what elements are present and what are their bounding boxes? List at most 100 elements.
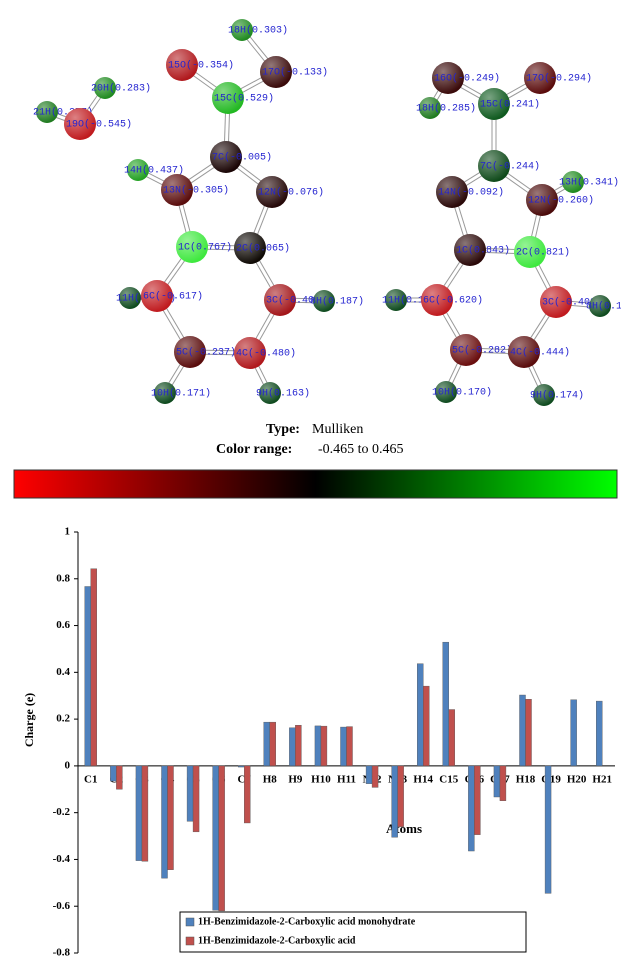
- bar: [347, 727, 353, 766]
- atom-label: 4C(-0.444): [510, 347, 570, 359]
- legend-swatch: [186, 937, 194, 945]
- y-tick-label: 0.8: [56, 572, 70, 584]
- x-tick-label: H21: [592, 773, 612, 785]
- bar: [219, 766, 225, 911]
- y-tick-label: -0.6: [53, 900, 71, 912]
- bar: [162, 766, 168, 878]
- bar: [142, 766, 148, 861]
- atom-label: 5C(-0.237): [176, 347, 236, 359]
- atom-label: 10H(0.170): [432, 387, 492, 399]
- bar: [417, 664, 423, 766]
- color-bar: [14, 470, 617, 498]
- bar: [238, 766, 244, 767]
- x-tick-label: H10: [311, 773, 331, 785]
- atom-label: 17O(-0.294): [526, 73, 592, 85]
- molecules: 18H(0.303) 15O(-0.354) 17O(-0.133) 20H(0.28…: [33, 19, 621, 406]
- y-tick-label: -0.2: [53, 806, 71, 818]
- range-value: -0.465 to 0.465: [318, 442, 404, 457]
- atom-label: 20H(0.283): [91, 83, 151, 95]
- bar: [295, 725, 301, 766]
- bar: [443, 642, 449, 766]
- atom-label: 14N(-0.092): [438, 187, 504, 199]
- y-tick-label: -0.8: [53, 947, 71, 956]
- atom-label: 1C(0.767): [178, 242, 232, 254]
- atom-label: 18H(0.303): [228, 25, 288, 37]
- bar: [244, 766, 250, 823]
- atom-label: 8H(0.187): [310, 296, 364, 308]
- x-tick-label: H9: [288, 773, 303, 785]
- bar: [494, 766, 500, 797]
- atom-label: 9H(0.174): [530, 390, 584, 402]
- y-tick-label: 1: [65, 526, 71, 538]
- atom-label: 7C(-0.244): [480, 161, 540, 173]
- x-tick-label: H20: [567, 773, 587, 785]
- bar: [289, 728, 295, 766]
- atom-label: 13H(0.341): [559, 177, 619, 189]
- x-tick-label: H8: [263, 773, 278, 785]
- x-axis-title: Atoms: [386, 821, 422, 836]
- atom-label: 12N(-0.260): [528, 195, 594, 207]
- atom-label: 17O(-0.133): [262, 67, 328, 79]
- atom-label: 12N(-0.076): [258, 187, 324, 199]
- bar: [264, 722, 270, 766]
- bar: [474, 766, 480, 835]
- y-tick-label: -0.4: [53, 853, 71, 865]
- x-tick-label: H14: [413, 773, 433, 785]
- atom-label: 7C(-0.005): [212, 152, 272, 164]
- atom-label: 15C(0.529): [214, 93, 274, 105]
- atom-label: 9H(0.163): [256, 388, 310, 400]
- bar: [187, 766, 193, 821]
- y-tick-label: 0.6: [56, 619, 70, 631]
- bar: [193, 766, 199, 832]
- y-tick-label: 0.2: [56, 713, 70, 725]
- bar: [423, 686, 429, 766]
- bar: [571, 700, 577, 766]
- bar: [136, 766, 142, 861]
- bar: [526, 699, 532, 766]
- legend-swatch: [186, 918, 194, 926]
- bar: [366, 766, 372, 784]
- bar: [341, 727, 347, 766]
- y-tick-label: 0.4: [56, 666, 70, 678]
- bar: [392, 766, 398, 837]
- atom-label: 18H(0.285): [416, 103, 476, 115]
- legend-label: 1H-Benzimidazole-2-Carboxylic acid: [198, 935, 356, 946]
- range-label: Color range:: [216, 442, 292, 457]
- chart: -0.8-0.6-0.4-0.200.20.40.60.81C1C2C3C4C5…: [53, 526, 615, 956]
- atom-label: 6C(-0.620): [423, 295, 483, 307]
- bar: [168, 766, 174, 870]
- y-axis-title: Charge (e): [22, 693, 36, 747]
- bar: [468, 766, 474, 851]
- bar: [545, 766, 551, 893]
- figure: 18H(0.303) 15O(-0.354) 17O(-0.133) 20H(0.28…: [0, 0, 621, 956]
- x-tick-label: C1: [84, 773, 97, 785]
- atom-label: 4C(-0.480): [236, 348, 296, 360]
- bar: [116, 766, 122, 789]
- bar: [372, 766, 378, 788]
- bar: [110, 766, 116, 781]
- bar: [398, 766, 404, 827]
- atom-label: 8H(0.187): [586, 301, 621, 313]
- bar: [449, 710, 455, 766]
- x-tick-label: O19: [541, 773, 561, 785]
- atom-label: 15C(0.241): [480, 99, 540, 111]
- x-tick-label: H11: [337, 773, 356, 785]
- atom-label: 1C(0.843): [456, 245, 510, 257]
- bar: [91, 569, 97, 766]
- atom-label: 13N(-0.305): [163, 185, 229, 197]
- atom-label: 15O(-0.354): [168, 60, 234, 72]
- x-tick-label: C15: [439, 773, 458, 785]
- atom-label: 5C(-0.282): [452, 345, 512, 357]
- y-tick-label: 0: [65, 759, 71, 771]
- legend-label: 1H-Benzimidazole-2-Carboxylic acid monoh…: [198, 916, 416, 927]
- bar: [520, 695, 526, 766]
- atom-label: 16O(-0.249): [434, 73, 500, 85]
- bar: [596, 701, 602, 766]
- bar: [270, 722, 276, 766]
- bar: [321, 726, 327, 766]
- type-value: Mulliken: [312, 422, 363, 437]
- bar: [500, 766, 506, 801]
- bar: [213, 766, 219, 910]
- atom-label: 6C(-0.617): [143, 291, 203, 303]
- atom-label: 2C(0.821): [516, 247, 570, 259]
